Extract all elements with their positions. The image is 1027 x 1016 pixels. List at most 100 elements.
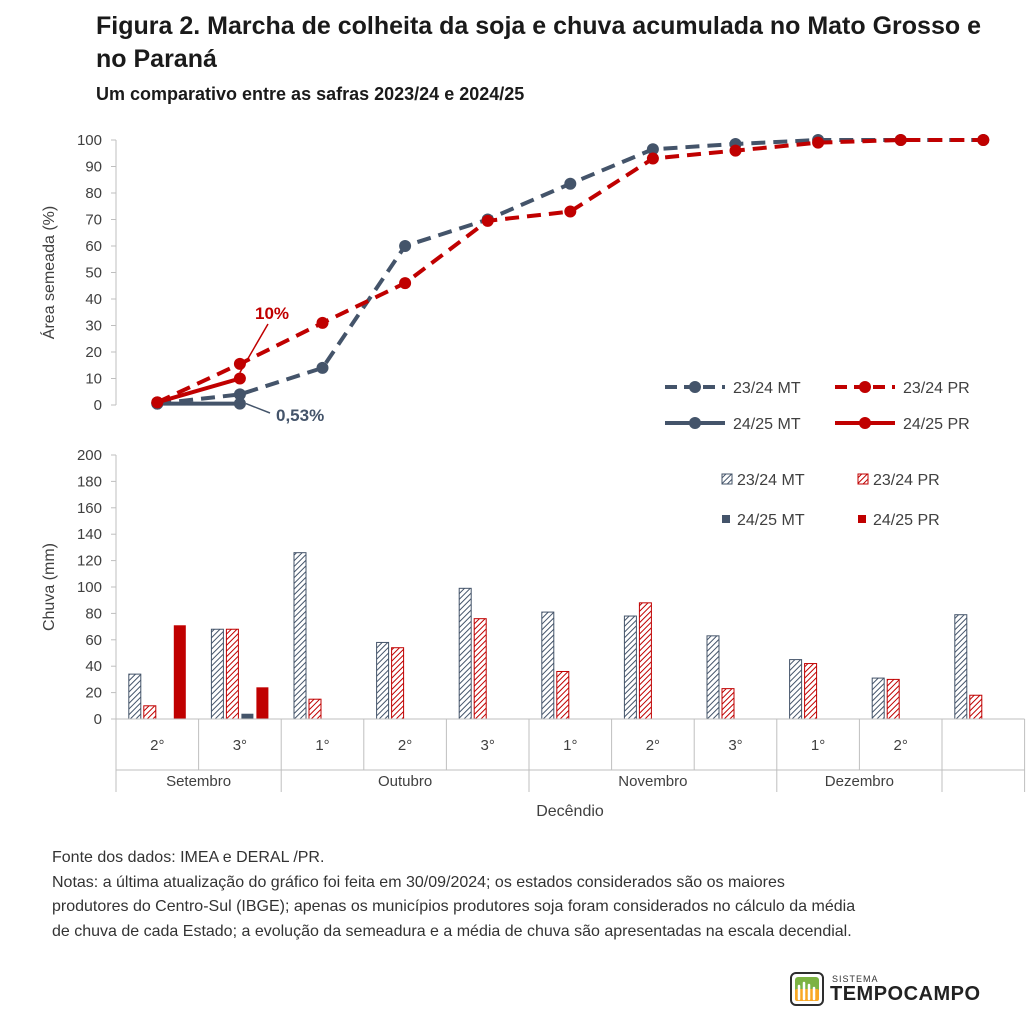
line-point <box>233 397 246 410</box>
line-point <box>481 214 494 227</box>
bar-x-tick-label: 2° <box>646 737 660 754</box>
leaf-logo-icon <box>790 972 824 1006</box>
annotation-10-percent: 10% <box>255 304 289 323</box>
logo-big-text: TEMPOCAMPO <box>830 982 981 1005</box>
rain-bar <box>871 677 885 720</box>
line-legend-label: 24/25 PR <box>903 416 970 433</box>
rain-bar <box>458 587 472 720</box>
bar-x-tick-label: 2° <box>398 737 412 754</box>
bar-y-tick-label: 40 <box>85 658 102 675</box>
line-y-tick-label: 20 <box>85 344 102 361</box>
notes-line-2: produtores do Centro-Sul (IBGE); apenas … <box>52 898 856 915</box>
rain-bar <box>210 628 224 720</box>
line-legend-label: 23/24 PR <box>903 380 970 397</box>
rain-bar <box>638 602 652 720</box>
bar-x-tick-label: 2° <box>894 737 908 754</box>
rain-bar <box>241 713 254 719</box>
line-point <box>564 177 577 190</box>
bar-y-tick-label: 180 <box>77 473 102 490</box>
tempocampo-logo: SISTEMA TEMPOCAMPO <box>790 972 981 1006</box>
line-series <box>156 138 984 405</box>
rain-bar <box>128 673 142 720</box>
rain-bar <box>293 552 307 720</box>
combined-chart: 0 10 20 30 40 50 60 70 80 90 100 Área semeada (%) 10… <box>39 132 1026 820</box>
bar-y-tick-label: 60 <box>85 632 102 649</box>
bar-y-tick-label: 80 <box>85 605 102 622</box>
line-y-tick-label: 40 <box>85 291 102 308</box>
bar-legend-swatch <box>722 515 730 523</box>
line-y-tick-label: 50 <box>85 265 102 282</box>
rain-bar <box>623 615 637 720</box>
line-point <box>977 134 990 146</box>
rain-bar <box>721 688 735 720</box>
line-point <box>316 361 329 374</box>
line-y-tick-label: 0 <box>94 397 102 414</box>
rain-bar <box>308 698 322 720</box>
bar-y-tick-label: 160 <box>77 500 102 517</box>
line-y-tick-label: 60 <box>85 238 102 255</box>
bar-x-group-label: Outubro <box>378 773 432 790</box>
line-point <box>399 277 412 290</box>
bar-legend-swatch <box>858 515 866 523</box>
line-point <box>564 205 577 218</box>
rain-bar <box>706 635 720 720</box>
line-y-tick-label: 90 <box>85 159 102 176</box>
chart-title: Figura 2. Marcha de colheita da soja e c… <box>96 12 981 73</box>
line-point <box>233 372 246 385</box>
bar-y-tick-label: 100 <box>77 579 102 596</box>
line-y-axis-label: Área semeada (%) <box>39 206 58 339</box>
bar-x-tick-label: 1° <box>811 737 825 754</box>
line-y-tick-label: 100 <box>77 132 102 149</box>
rain-bar-chart: 0 20 40 60 80 100 120 140 160 180 200 Chuva (mm) 2° 3… <box>41 447 1026 820</box>
rain-bar <box>556 670 570 720</box>
annotation-leader-053 <box>245 402 271 414</box>
annotation-leader-10 <box>239 323 269 373</box>
line-point <box>646 143 659 156</box>
logo-small-text: SISTEMA <box>832 973 879 984</box>
bar-y-tick-label: 140 <box>77 526 102 543</box>
bar-legend-label: 24/25 MT <box>737 512 805 529</box>
line-legend-marker <box>689 417 701 429</box>
bar-x-group-label: Novembro <box>618 773 687 790</box>
line-point <box>151 396 164 409</box>
bar-legend-swatch <box>857 473 869 485</box>
bar-x-group-label: Setembro <box>166 773 231 790</box>
rain-bar <box>541 611 555 720</box>
bar-x-tick-label: 3° <box>728 737 742 754</box>
bar-x-tick-label: 2° <box>150 737 164 754</box>
line-series <box>156 376 241 405</box>
bar-y-tick-label: 200 <box>77 447 102 464</box>
line-y-tick-label: 30 <box>85 318 102 335</box>
line-point <box>729 144 742 157</box>
line-point <box>812 136 825 149</box>
line-legend-marker <box>859 417 871 429</box>
footnotes: Fonte dos dados: IMEA e DERAL /PR. Notas… <box>52 846 1012 944</box>
bar-legend-swatch <box>721 473 733 485</box>
line-y-tick-label: 80 <box>85 185 102 202</box>
line-y-tick-label: 10 <box>85 371 102 388</box>
bar-x-tick-label: 3° <box>233 737 247 754</box>
line-point <box>399 240 412 252</box>
bar-y-tick-label: 120 <box>77 553 102 570</box>
line-legend-label: 23/24 MT <box>733 380 801 397</box>
rain-bar <box>225 628 239 720</box>
bar-x-tick-label: 3° <box>481 737 495 754</box>
line-legend-marker <box>689 381 701 393</box>
bar-x-tick-label: 1° <box>563 737 577 754</box>
rain-bar <box>173 625 186 719</box>
sowing-line-chart: 0 10 20 30 40 50 60 70 80 90 100 Área semeada (%) 10… <box>39 132 990 433</box>
rain-bar <box>473 618 487 720</box>
rain-bar <box>886 678 900 720</box>
rain-bar <box>143 705 157 720</box>
line-legend-label: 24/25 MT <box>733 416 801 433</box>
bar-y-axis-label: Chuva (mm) <box>41 543 58 631</box>
rain-bar <box>376 641 390 720</box>
rain-bar <box>954 614 968 720</box>
bar-legend-label: 23/24 MT <box>737 472 805 489</box>
annotation-053-percent: 0,53% <box>276 406 324 425</box>
line-point <box>316 316 329 329</box>
bar-legend-label: 23/24 PR <box>873 472 940 489</box>
line-y-tick-label: 70 <box>85 212 102 229</box>
bar-x-group-label: Dezembro <box>825 773 894 790</box>
notes-line-3: de chuva de cada Estado; a evolução da s… <box>52 922 852 940</box>
